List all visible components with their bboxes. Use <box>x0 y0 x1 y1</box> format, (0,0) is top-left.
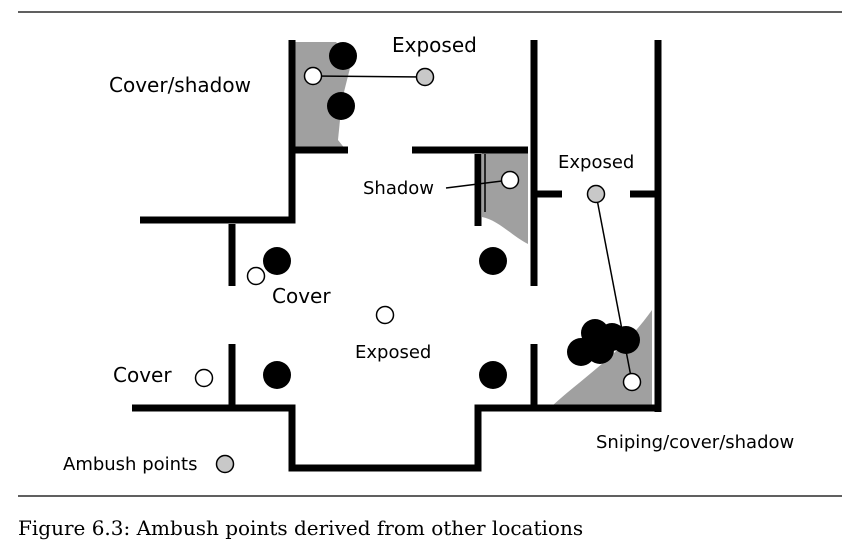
label-cover-shadow: Cover/shadow <box>109 73 251 97</box>
position-point <box>500 170 520 190</box>
position-point <box>194 368 214 388</box>
ambush-point <box>586 184 606 204</box>
wall-bottom-box <box>232 404 658 472</box>
ambush-point <box>415 67 435 87</box>
obstacle <box>479 247 507 275</box>
shadow-region-alcove <box>482 152 528 244</box>
obstacles <box>263 42 640 389</box>
label-exposed-right: Exposed <box>558 152 634 173</box>
position-point <box>303 66 323 86</box>
ambush-points <box>215 67 606 474</box>
obstacle <box>263 361 291 389</box>
label-exposed-center: Exposed <box>355 342 431 363</box>
position-point <box>622 372 642 392</box>
open-points <box>194 66 642 392</box>
obstacle <box>612 326 640 354</box>
label-sniping: Sniping/cover/shadow <box>596 432 794 453</box>
label-cover-left: Cover <box>113 363 172 387</box>
label-shadow: Shadow <box>363 178 434 199</box>
wall-top-left <box>140 40 296 224</box>
legend-ambush-point <box>215 454 235 474</box>
obstacle <box>263 247 291 275</box>
obstacle <box>329 42 357 70</box>
position-point <box>375 305 395 325</box>
figure-caption: Figure 6.3: Ambush points derived from o… <box>18 516 584 540</box>
label-exposed-top: Exposed <box>392 33 477 57</box>
obstacle <box>479 361 507 389</box>
obstacle <box>327 92 355 120</box>
label-cover-mid: Cover <box>272 284 331 308</box>
walls <box>132 40 662 472</box>
shadow-leader-line <box>445 179 511 189</box>
sightline-top <box>312 75 426 78</box>
position-point <box>246 266 266 286</box>
legend-label: Ambush points <box>63 454 197 475</box>
